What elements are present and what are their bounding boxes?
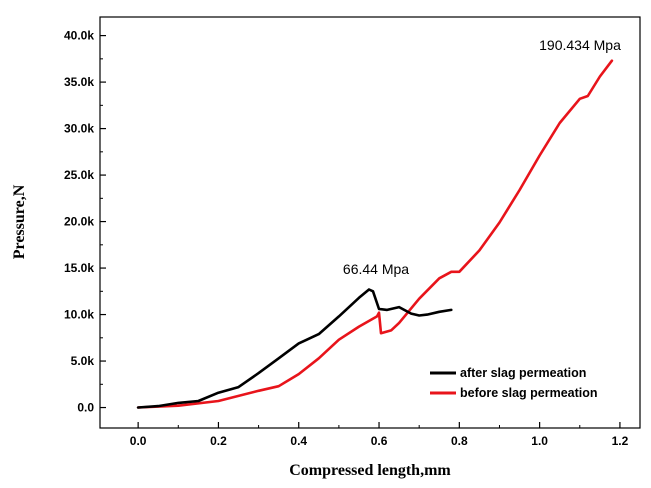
plot-frame (99, 16, 641, 429)
y-tick-label: 30.0k (64, 122, 94, 136)
series-before-slag-permeation (136, 59, 614, 409)
y-tick-label: 35.0k (64, 75, 94, 89)
y-axis-title: Pressure,N (11, 184, 28, 259)
y-axis-ticks: 0.0 5.0k 10.0k 15.0k 20.0k 25.0k 30.0k 35.0k 40.… (64, 29, 106, 415)
x-axis-ticks: 0.0 0.2 0.4 0.6 0.8 1.0 1.2 (130, 422, 629, 448)
legend-label-after: after slag permeation (460, 366, 586, 380)
series-layer (136, 59, 614, 409)
x-tick-label: 1.2 (612, 434, 629, 448)
x-tick-label: 0.8 (451, 434, 468, 448)
x-tick-label: 0.0 (130, 434, 147, 448)
series-after-slag-permeation (136, 288, 453, 409)
y-tick-label: 40.0k (64, 29, 94, 43)
y-tick-label: 15.0k (64, 261, 94, 275)
annotation-190-434: 190.434 Mpa (539, 37, 621, 53)
annotation-66-44: 66.44 Mpa (343, 261, 409, 277)
y-tick-label: 20.0k (64, 215, 94, 229)
x-axis-title: Compressed length,mm (289, 462, 451, 479)
x-tick-label: 0.6 (371, 434, 388, 448)
legend: after slag permeation before slag permea… (430, 366, 598, 400)
x-tick-label: 0.4 (290, 434, 307, 448)
y-tick-label: 0.0 (77, 401, 94, 415)
y-tick-label: 10.0k (64, 308, 94, 322)
y-tick-label: 5.0k (71, 354, 95, 368)
x-tick-label: 1.0 (531, 434, 548, 448)
x-tick-label: 0.2 (210, 434, 227, 448)
legend-label-before: before slag permeation (460, 386, 598, 400)
y-tick-label: 25.0k (64, 168, 94, 182)
